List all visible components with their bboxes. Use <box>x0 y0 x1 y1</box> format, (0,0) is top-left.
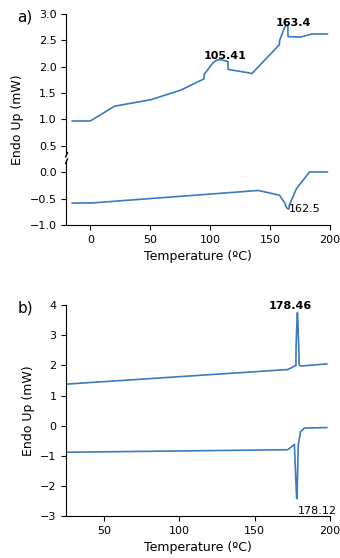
X-axis label: Temperature (ºC): Temperature (ºC) <box>144 250 252 263</box>
Text: 105.41: 105.41 <box>204 51 247 61</box>
X-axis label: Temperature (ºC): Temperature (ºC) <box>144 541 252 555</box>
Text: b): b) <box>18 301 33 316</box>
Text: 178.12: 178.12 <box>298 506 337 516</box>
Text: 178.46: 178.46 <box>269 301 312 311</box>
Text: 162.5: 162.5 <box>289 204 321 214</box>
Y-axis label: Endo Up (mW): Endo Up (mW) <box>21 365 35 456</box>
Text: a): a) <box>18 9 33 25</box>
Y-axis label: Endo Up (mW): Endo Up (mW) <box>11 74 24 165</box>
Text: 163.4: 163.4 <box>276 18 311 28</box>
